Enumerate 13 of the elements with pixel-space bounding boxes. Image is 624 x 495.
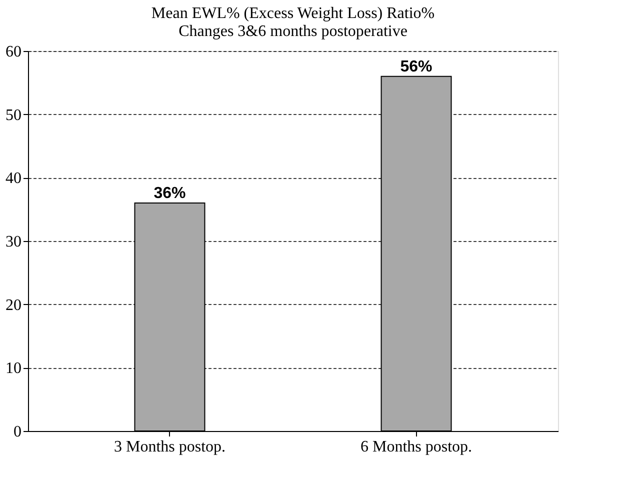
data-label: 36% bbox=[154, 185, 186, 202]
text: Changes 3&6 months postoperative bbox=[178, 23, 408, 40]
y-tick-label: 30 bbox=[6, 234, 22, 250]
y-tick-label: 60 bbox=[6, 44, 22, 60]
y-tick-label: 10 bbox=[6, 360, 22, 378]
y-tick-label: 0 bbox=[14, 424, 22, 440]
y-tick-label: 40 bbox=[6, 170, 22, 188]
data-label: 56% bbox=[400, 58, 432, 76]
x-tick-label: 3 Months postop. bbox=[114, 438, 226, 456]
text: Mean EWL% (Excess Weight Loss) Ratio% bbox=[151, 5, 435, 22]
y-tick-label: 50 bbox=[6, 106, 22, 124]
x-tick-label: 6 Months postop. bbox=[360, 438, 472, 456]
y-tick-label: 20 bbox=[6, 296, 22, 314]
